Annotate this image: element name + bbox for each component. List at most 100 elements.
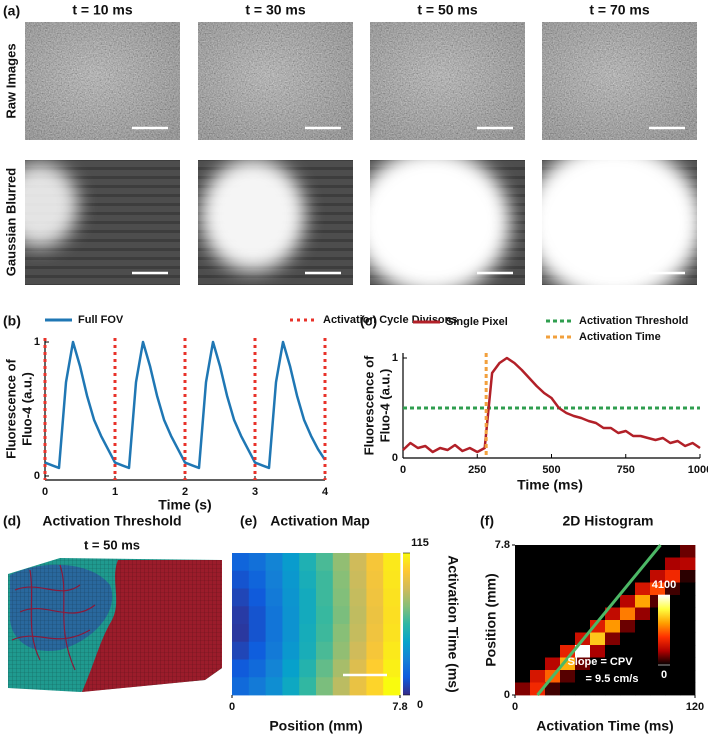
heatmap-cell [515,595,531,608]
heatmap-cell [299,570,317,589]
data-line [402,356,701,454]
heatmap-cell [530,632,546,646]
activation-blob [201,160,305,271]
heatmap-cell [560,620,576,633]
raw-image-noise [198,22,353,140]
heatmap-cell [575,670,591,683]
heatmap-cell [316,588,334,607]
heatmap-cell [620,595,636,608]
heatmap-cell [515,632,531,646]
heatmap-cell [515,557,531,571]
heatmap-cell [515,657,531,671]
heatmap-cell [665,570,681,583]
heatmap-cell [332,588,350,607]
heatmap-cell [232,624,250,643]
heatmap-cell [635,682,651,696]
heatmap-cell [299,624,317,643]
colorbar-tick-label: 115 [411,537,429,549]
heatmap-cell [620,545,636,558]
heatmap-cell [635,645,651,658]
heatmap-cell [560,670,576,683]
heatmap-cell [299,641,317,660]
heatmap-cell [635,670,651,683]
heatmap-cell [650,582,666,596]
heatmap-cell [248,659,266,678]
heatmap-cell [560,557,576,571]
heatmap-cell [590,595,606,608]
heatmap-cell [265,588,283,607]
activation-blob [542,160,697,285]
heatmap-cell [383,553,401,572]
x-axis-label: Position (mm) [269,718,362,734]
heatmap-cell [605,607,621,621]
panel-subtitle: t = 50 ms [84,537,140,552]
heatmap-cell [282,553,300,572]
heatmap-cell [265,570,283,589]
heatmap-cell [515,620,531,633]
y-tick-label: 0 [504,689,510,701]
blurred-image [25,160,180,285]
heatmap-cell [383,570,401,589]
heatmap-cell [575,582,591,596]
heatmap-cell [530,595,546,608]
heatmap-cell [232,570,250,589]
heatmap-cell [590,632,606,646]
heatmap-cell [366,659,384,678]
colorbar-tick-label: 0 [661,669,667,681]
raw-image-noise [370,22,525,140]
heatmap-cell [530,557,546,571]
heatmap-cell [620,682,636,696]
heatmap-cell [620,557,636,571]
activation-blob [25,163,78,247]
column-title: t = 50 ms [417,2,478,18]
heatmap-cell [515,670,531,683]
x-tick-label: 0 [229,701,235,713]
heatmap-cell [383,641,401,660]
heatmap-cell [545,682,561,696]
x-tick-label: 250 [468,464,486,476]
heatmap-cell [515,682,531,696]
heatmap-cell [575,657,591,671]
panel-label: (b) [3,313,21,329]
heatmap-cell [383,588,401,607]
heatmap-cell [530,670,546,683]
x-tick-label: 7.8 [392,701,407,713]
x-axis-label: Time (ms) [517,477,583,493]
heatmap-cell [605,570,621,583]
colorbar-tick-label: 0 [417,699,423,711]
heatmap-cell [620,582,636,596]
raw-image-noise [25,22,180,140]
heatmap-cell [383,677,401,696]
y-axis-label: Fluo-4 (a.u.) [19,372,34,446]
heatmap-cell [530,657,546,671]
heatmap-cell [680,607,696,621]
heatmap-cell [349,659,367,678]
heatmap-cell [680,570,696,583]
fit-line [536,544,662,696]
heatmap-cell [575,682,591,696]
panel-label: (f) [480,513,494,529]
x-tick-label: 750 [617,464,635,476]
heatmap-cell [515,607,531,621]
legend-label: Activation Time [579,331,661,343]
heatmap-cell [590,670,606,683]
heatmap-cell [349,553,367,572]
y-tick-label: 0 [392,452,398,464]
column-title: t = 10 ms [72,2,133,18]
heatmap-cell [349,570,367,589]
heatmap-cell [316,624,334,643]
heatmap-cell [515,545,531,558]
heatmap-cell [383,624,401,643]
blurred-image [542,160,697,285]
heatmap-cell [590,557,606,571]
heatmap-cell [366,606,384,625]
heatmap-cell [575,595,591,608]
heatmap-cell [282,677,300,696]
heatmap-cell [530,582,546,596]
heatmap-cell [575,557,591,571]
heatmap-cell [349,588,367,607]
heatmap-cell [248,677,266,696]
heatmap-cell [248,606,266,625]
heatmap-cell [545,607,561,621]
